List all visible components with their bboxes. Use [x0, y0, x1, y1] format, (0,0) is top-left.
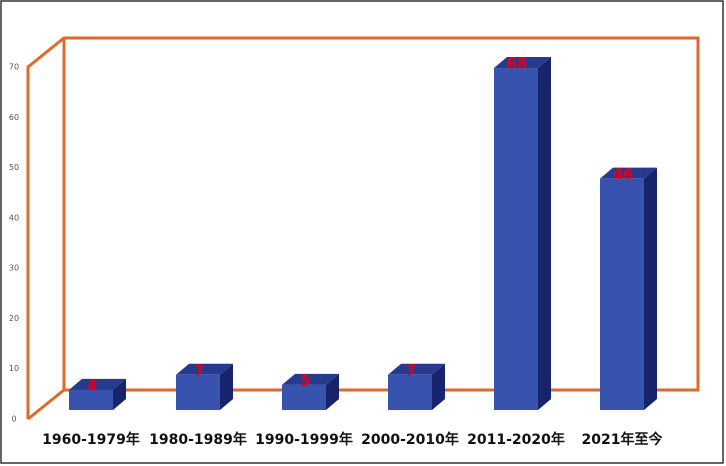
bar: [600, 178, 644, 410]
x-tick-label: 1980-1989年: [149, 431, 247, 448]
x-tick-label: 2000-2010年: [361, 431, 459, 448]
value-label: 7: [194, 361, 204, 379]
bar-top: [69, 378, 126, 390]
value-label: 5: [300, 371, 310, 389]
bar-side: [220, 363, 233, 410]
bar-top: [494, 57, 551, 69]
x-tick-label: 1960-1979年: [42, 431, 140, 448]
bar-side: [113, 378, 126, 410]
bar-side: [326, 373, 339, 410]
y-tick-label: 0: [11, 415, 16, 424]
x-tick-label: 1990-1999年: [255, 431, 353, 448]
y-tick-label: 20: [9, 314, 19, 323]
y-tick-label: 70: [9, 63, 19, 72]
value-label: 4: [87, 376, 97, 394]
x-tick-label: 2021年至今: [582, 431, 663, 448]
bar: [388, 374, 432, 410]
y-tick-label: 40: [9, 213, 19, 222]
bar-top: [176, 363, 233, 375]
value-label: 46: [613, 165, 634, 183]
bar: [282, 384, 326, 410]
y-tick-label: 60: [9, 113, 19, 122]
bar-side: [538, 57, 551, 411]
y-tick-label: 30: [9, 264, 19, 273]
value-label: 68: [507, 55, 528, 73]
bar-top: [388, 363, 445, 375]
x-tick-label: 2011-2020年: [467, 431, 565, 448]
value-label: 7: [406, 361, 416, 379]
bar: [69, 389, 113, 410]
box-3d: [26, 36, 700, 421]
bar-top: [600, 167, 657, 179]
bar: [176, 374, 220, 410]
bar: [494, 68, 538, 411]
bar-side: [644, 167, 657, 410]
bar-side: [432, 363, 445, 410]
y-tick-label: 50: [9, 163, 19, 172]
bar-top: [282, 373, 339, 385]
y-tick-label: 10: [9, 364, 19, 373]
